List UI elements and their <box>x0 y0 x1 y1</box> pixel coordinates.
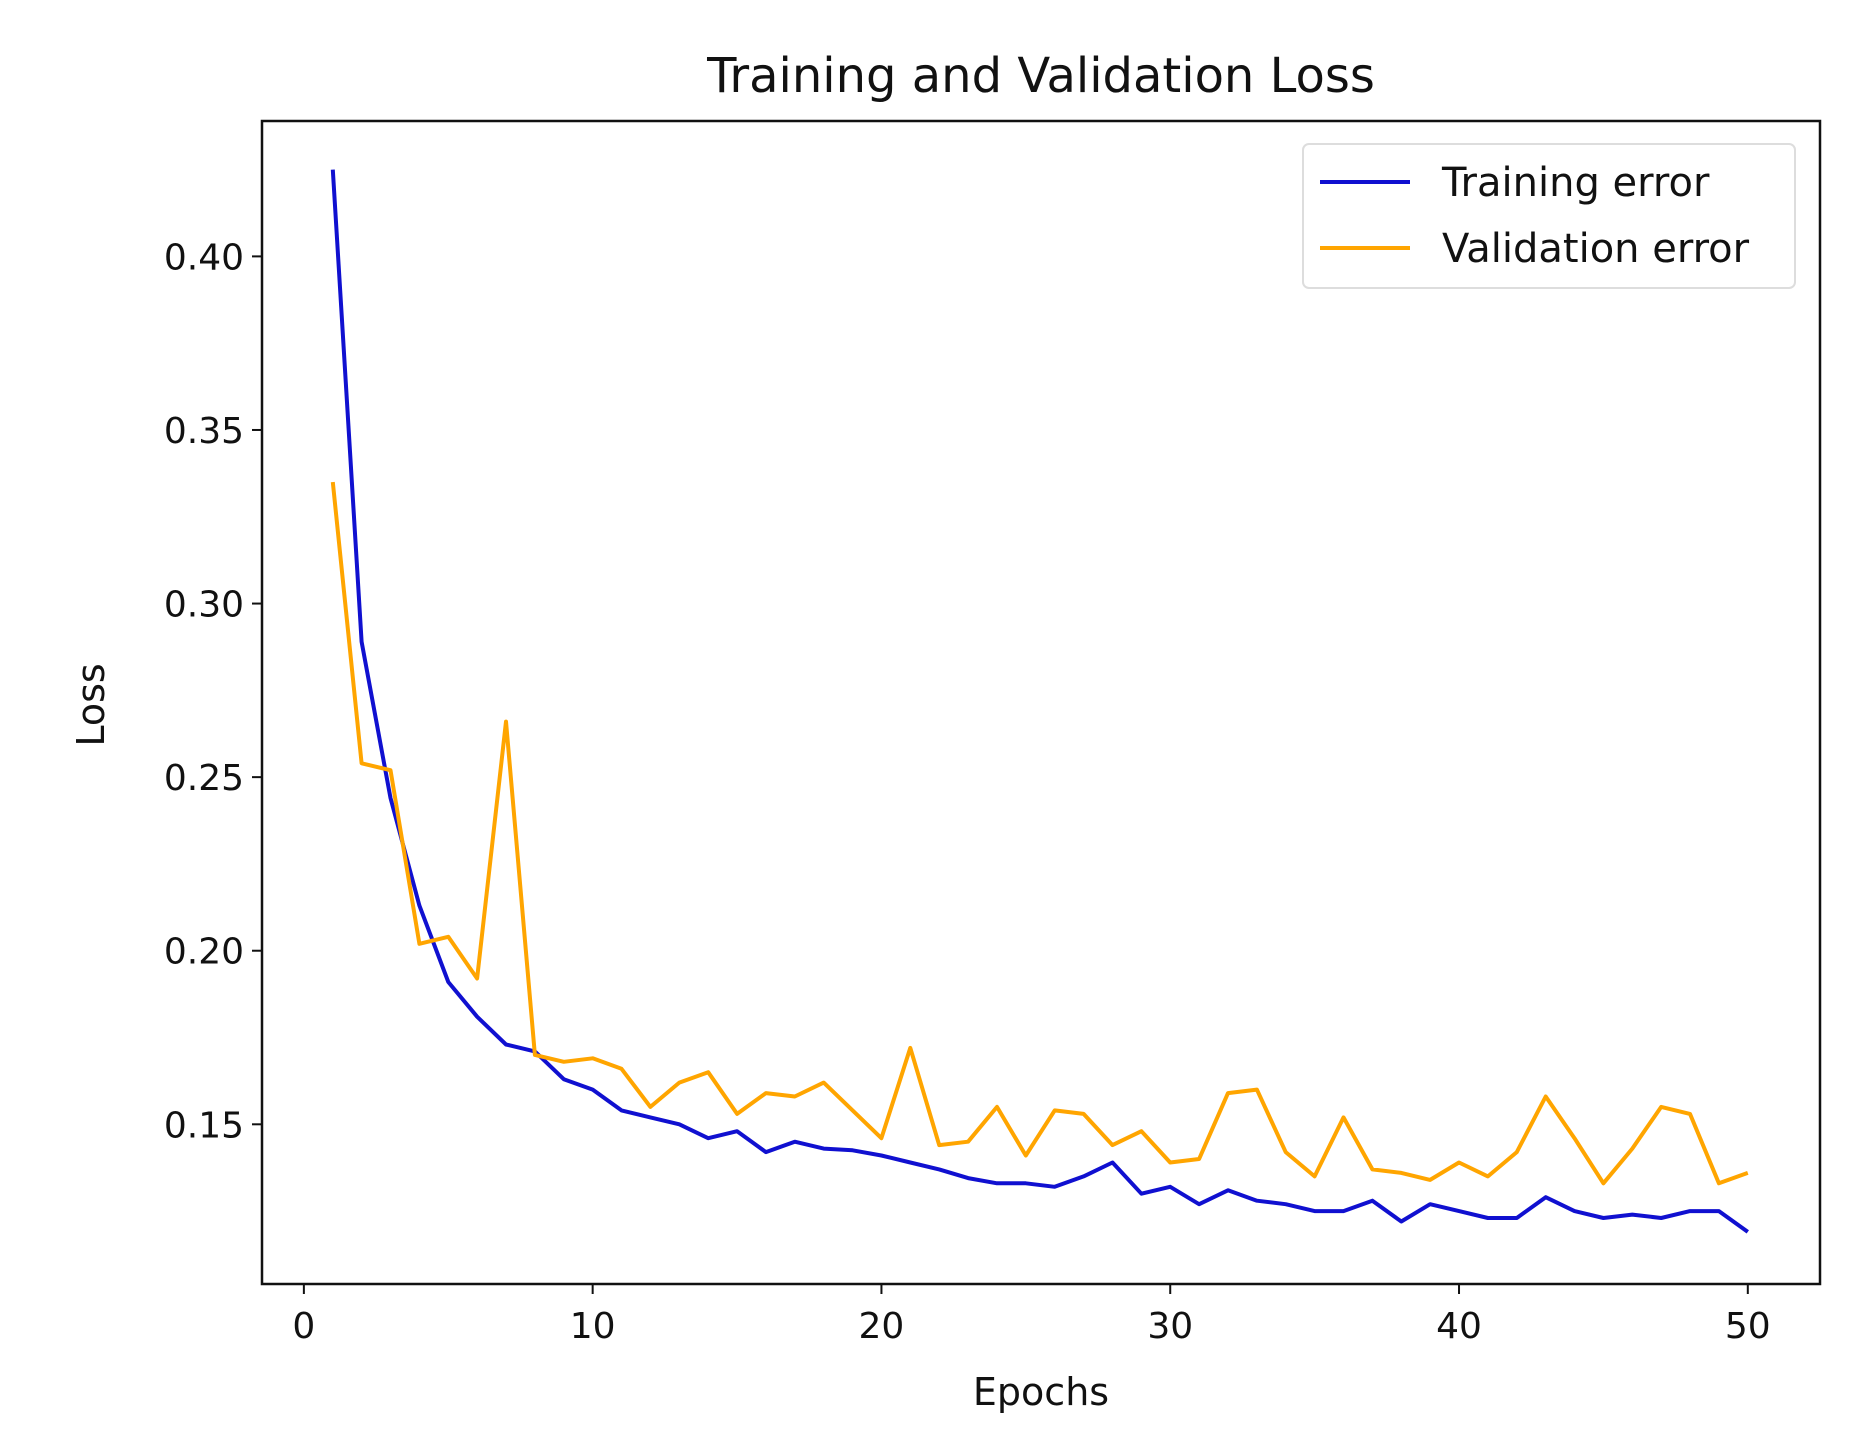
series-line-validation <box>330 481 1749 1186</box>
chart-title: Training and Validation Loss <box>706 48 1375 104</box>
x-tick-label: 10 <box>570 1306 616 1347</box>
legend-label-training: Training error <box>1441 160 1710 206</box>
x-tick-label: 20 <box>859 1306 905 1347</box>
y-tick-label: 0.30 <box>164 585 244 626</box>
legend: Training error Validation error <box>1302 143 1796 289</box>
legend-box <box>1302 143 1796 289</box>
y-axis-label: Loss <box>69 663 113 746</box>
y-tick-label: 0.15 <box>164 1105 244 1146</box>
x-tick-label: 0 <box>292 1306 315 1347</box>
legend-label-validation: Validation error <box>1442 226 1750 272</box>
plot-frame <box>260 119 1822 1286</box>
y-tick-label: 0.35 <box>164 411 244 452</box>
x-tick-label: 40 <box>1436 1306 1482 1347</box>
x-tick-label: 50 <box>1725 1306 1771 1347</box>
y-tick-label: 0.40 <box>164 237 244 278</box>
y-tick-label: 0.20 <box>164 932 244 973</box>
y-tick-label: 0.25 <box>164 758 244 799</box>
series-line-training <box>330 169 1749 1234</box>
x-tick-label: 30 <box>1147 1306 1193 1347</box>
x-axis-label: Epochs <box>973 1370 1109 1414</box>
